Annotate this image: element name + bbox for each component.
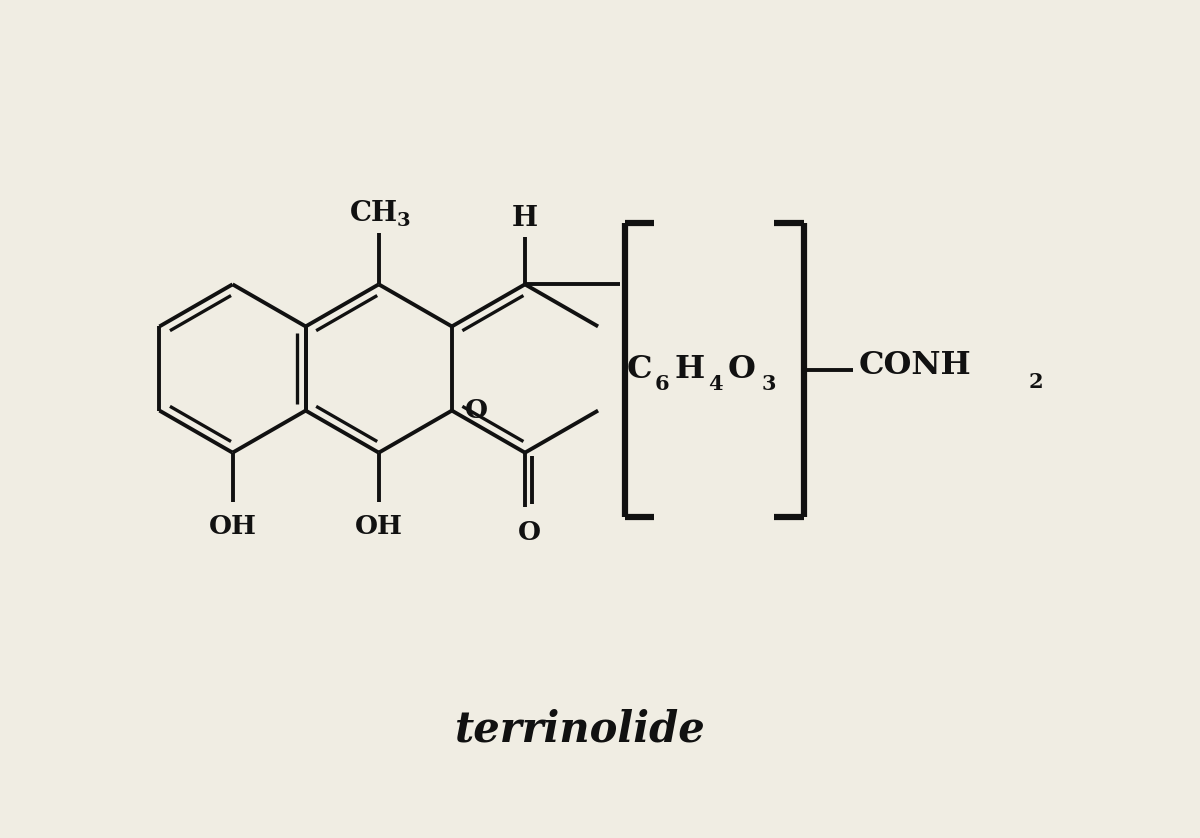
Text: CH: CH xyxy=(349,200,398,227)
Text: 4: 4 xyxy=(708,374,722,394)
Text: H: H xyxy=(512,204,538,232)
Text: 2: 2 xyxy=(1030,372,1044,392)
Text: O: O xyxy=(517,520,540,545)
Text: O: O xyxy=(728,354,756,385)
Text: O: O xyxy=(464,398,487,423)
Text: H: H xyxy=(674,354,704,385)
Text: C: C xyxy=(626,354,653,385)
Text: OH: OH xyxy=(209,514,257,539)
Text: 6: 6 xyxy=(654,374,668,394)
Text: 3: 3 xyxy=(762,374,776,394)
Text: terrinolide: terrinolide xyxy=(455,709,706,751)
Text: OH: OH xyxy=(355,514,403,539)
Text: CONH: CONH xyxy=(858,349,971,380)
Text: 3: 3 xyxy=(397,212,410,230)
